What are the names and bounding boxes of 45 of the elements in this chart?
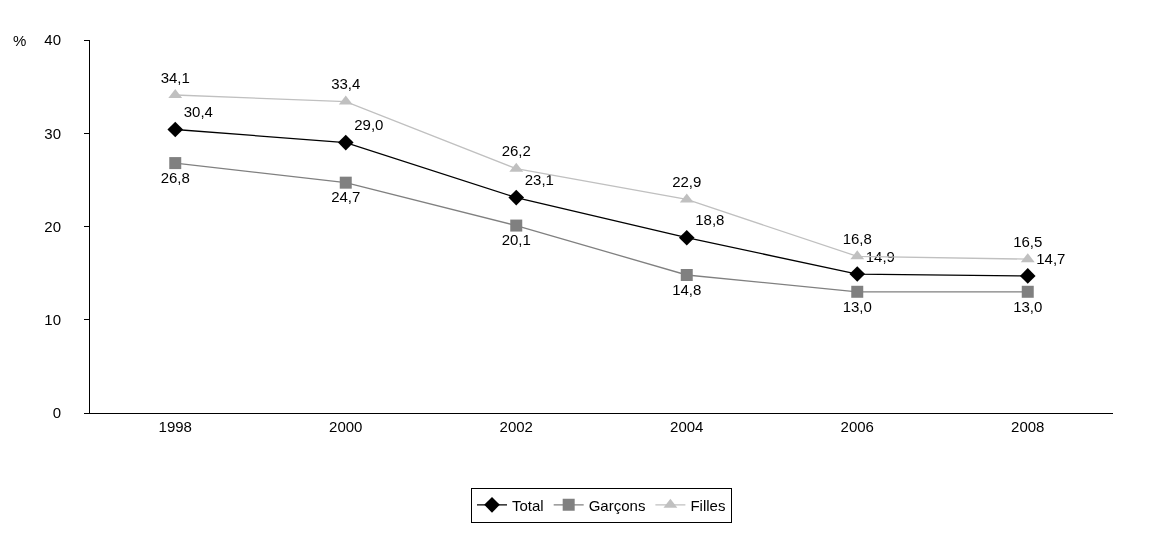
data-label: 14,7 — [1036, 249, 1066, 267]
point — [167, 121, 184, 138]
data-label: 16,8 — [842, 230, 872, 248]
data-label: 24,7 — [331, 188, 361, 206]
data-label: 14,9 — [865, 247, 895, 265]
point — [849, 266, 866, 282]
x-tick-label: 2004 — [670, 418, 704, 435]
point — [169, 157, 182, 170]
data-label: 18,8 — [695, 211, 725, 229]
y-axis-title: % — [13, 32, 27, 49]
point — [680, 268, 693, 281]
data-label: 22,9 — [672, 173, 702, 191]
data-label: 26,2 — [501, 142, 531, 160]
x-tick-label: 2000 — [329, 418, 363, 435]
y-tick-label: 10 — [44, 311, 61, 328]
y-tick-label: 40 — [44, 31, 61, 49]
y-tick-label: 0 — [52, 404, 61, 422]
point — [678, 229, 695, 246]
y-tick-label: 30 — [44, 124, 61, 142]
point — [339, 176, 352, 189]
legend-label: Garçons — [588, 496, 646, 514]
point — [510, 219, 523, 232]
data-label: 29,0 — [354, 116, 384, 134]
point — [1021, 285, 1034, 298]
data-label: 23,1 — [524, 171, 554, 189]
data-label: 34,1 — [160, 68, 190, 86]
x-tick-label: 1998 — [158, 418, 192, 435]
data-label: 13,0 — [842, 297, 872, 315]
y-tick-label: 20 — [44, 217, 61, 235]
point — [851, 285, 864, 298]
data-label: 20,1 — [501, 231, 531, 249]
data-label: 26,8 — [160, 168, 190, 186]
point — [508, 189, 525, 206]
data-label: 13,0 — [1013, 297, 1043, 315]
legend-label: Filles — [690, 496, 726, 514]
data-label: 30,4 — [183, 103, 213, 121]
x-tick-label: 2002 — [499, 418, 533, 435]
x-tick-label: 2008 — [1011, 418, 1045, 435]
x-tick-label: 2006 — [840, 418, 874, 435]
data-label: 14,8 — [672, 280, 702, 298]
data-label: 16,5 — [1013, 232, 1043, 250]
point — [337, 134, 354, 151]
point — [1019, 268, 1036, 284]
data-label: 33,4 — [331, 75, 361, 93]
legend-label: Total — [512, 496, 544, 514]
